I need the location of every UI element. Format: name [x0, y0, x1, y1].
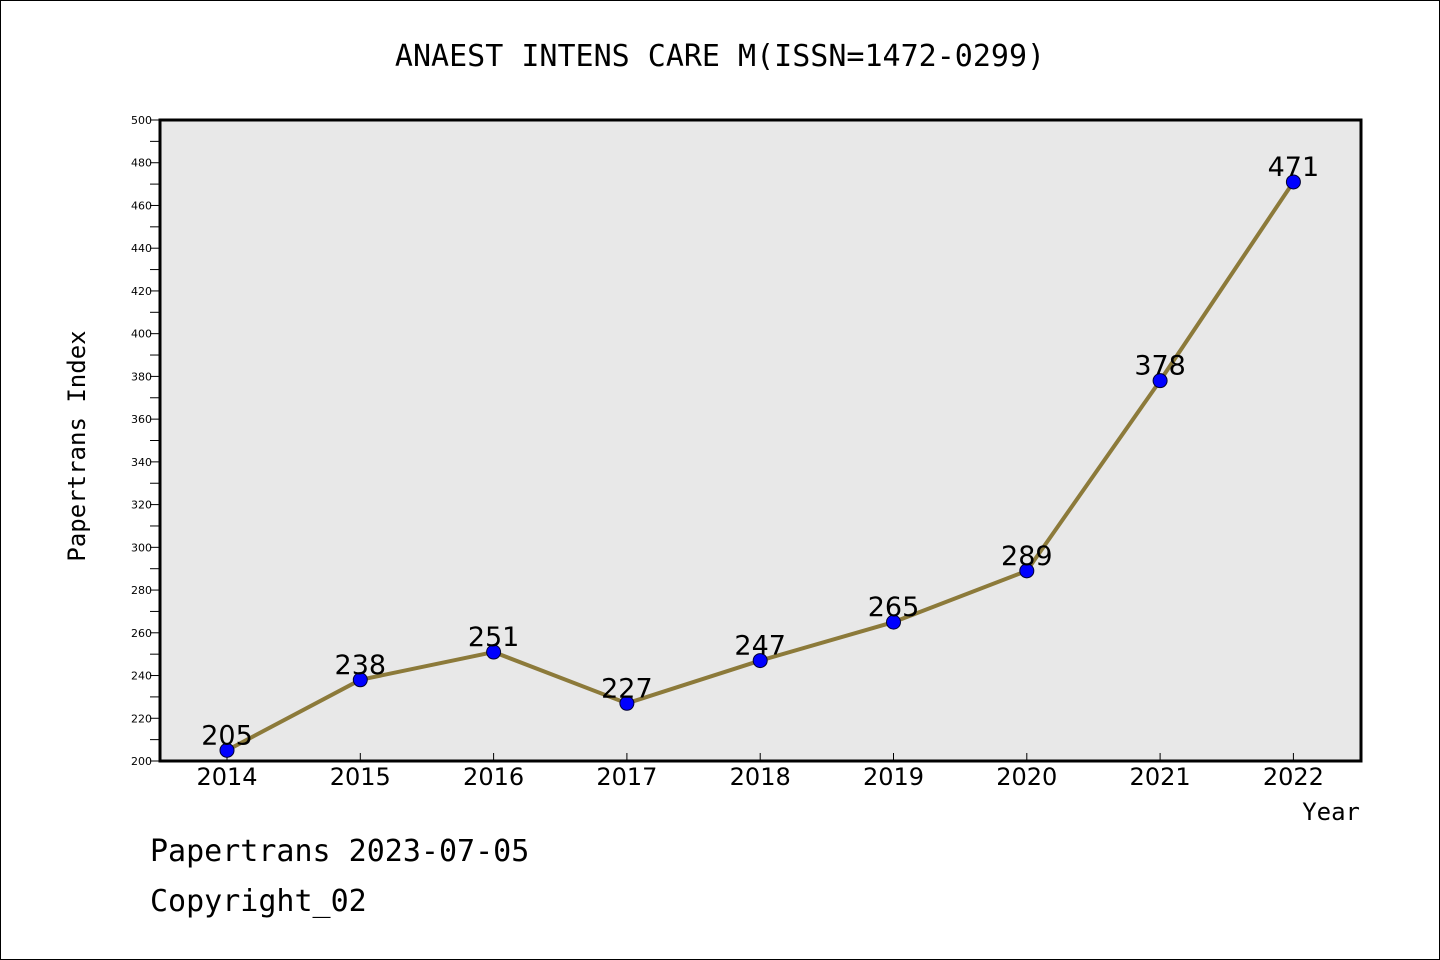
x-axis: 2014 2015 2016 2017 2018 2019 2020 2021 2022 [196, 753, 1324, 791]
data-point [219, 742, 235, 758]
data-label: 205 [201, 720, 253, 751]
y-tick-label: 300 [131, 541, 152, 554]
y-tick-label: 240 [131, 670, 152, 683]
x-tick-label: 2018 [730, 763, 791, 791]
x-axis-label: Year [1302, 798, 1360, 826]
y-tick-label: 440 [131, 242, 152, 255]
y-tick-label: 360 [131, 413, 152, 426]
data-label: 378 [1134, 351, 1186, 382]
x-tick-label: 2017 [596, 763, 657, 791]
footer-copyright: Copyright_02 [150, 884, 367, 919]
y-tick-label: 200 [131, 755, 152, 768]
chart-title: ANAEST INTENS CARE M(ISSN=1472-0299) [395, 39, 1045, 74]
data-label: 238 [335, 650, 387, 681]
y-tick-label: 400 [131, 328, 152, 341]
x-tick-label: 2020 [996, 763, 1057, 791]
footer-date: Papertrans 2023-07-05 [150, 834, 530, 869]
y-tick-label: 500 [131, 114, 152, 127]
data-point [886, 614, 901, 630]
y-tick-label: 320 [131, 499, 152, 512]
x-tick-label: 2015 [330, 763, 391, 791]
x-tick-label: 2022 [1263, 763, 1324, 791]
data-label: 247 [734, 631, 786, 662]
data-label: 251 [468, 622, 520, 653]
data-point [352, 672, 368, 688]
x-tick-label: 2014 [196, 763, 257, 791]
series-layer: 205 238 251 227 247 265 289 378 471 [201, 152, 1320, 758]
data-label: 471 [1268, 152, 1320, 183]
data-point [486, 644, 502, 660]
data-label: 265 [868, 592, 920, 623]
y-tick-label: 380 [131, 370, 152, 383]
data-point [1152, 373, 1168, 389]
x-tick-label: 2016 [463, 763, 524, 791]
y-tick-label: 340 [131, 456, 152, 469]
x-tick-label: 2021 [1130, 763, 1191, 791]
data-point [1285, 174, 1301, 190]
y-tick-label: 260 [131, 627, 152, 640]
y-axis-label: Papertrans Index [63, 330, 91, 561]
data-point [1019, 563, 1035, 579]
data-point [619, 695, 635, 711]
y-tick-label: 460 [131, 199, 152, 212]
y-tick-label: 480 [131, 157, 152, 170]
y-tick-label: 280 [131, 584, 152, 597]
data-point [752, 653, 768, 669]
data-label: 227 [601, 673, 653, 704]
x-tick-label: 2019 [863, 763, 924, 791]
data-label: 289 [1001, 541, 1053, 572]
y-axis: 200 220 240 260 280 300 320 340 360 380 400 420 440 4… [131, 114, 160, 768]
y-tick-label: 420 [131, 285, 152, 298]
y-tick-label: 220 [131, 712, 152, 725]
